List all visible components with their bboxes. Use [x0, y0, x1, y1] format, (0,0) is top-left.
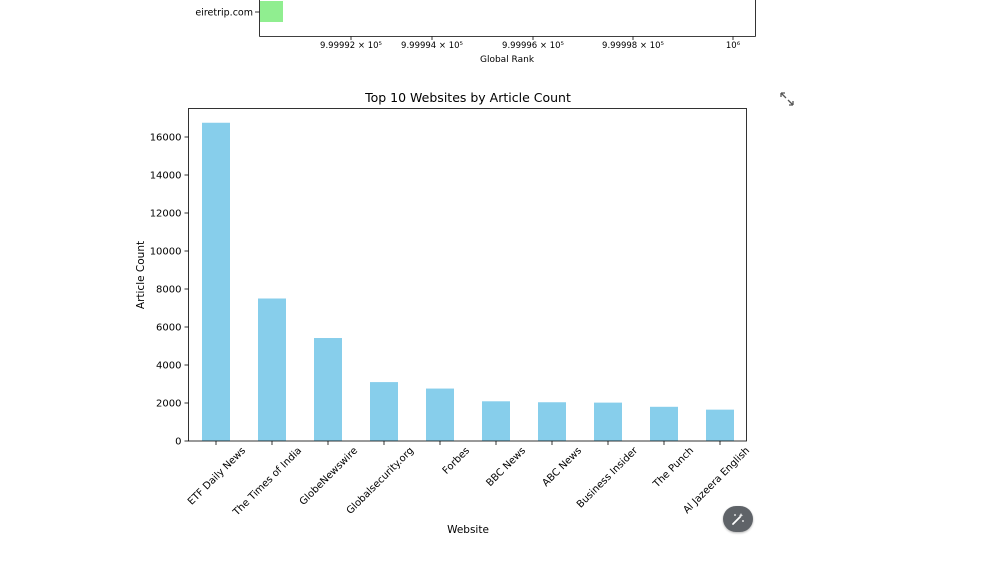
y-tick-label: 16000 [150, 133, 182, 144]
plot-frame [188, 108, 747, 442]
y-axis-label: Article Count [135, 241, 147, 309]
bar-globenewswire [314, 338, 342, 441]
top-chart-xtick-label: 9.99992 × 10⁵ [320, 41, 382, 51]
bar-the-punch [650, 406, 678, 441]
y-tick-label: 4000 [156, 361, 181, 372]
x-tick-label: BBC News [484, 445, 528, 489]
bar-globalsecurity-org [370, 382, 398, 441]
expand-arrows-icon[interactable] [778, 90, 796, 108]
y-tick-label: 10000 [150, 247, 182, 258]
top-chart-bar [260, 1, 283, 22]
magic-wand-button[interactable] [723, 506, 753, 532]
top-chart-xticks: 9.99992 × 10⁵ 9.99994 × 10⁵ 9.99996 × 10⁵ 9… [320, 36, 741, 51]
bar-etf-daily-news [202, 122, 230, 441]
y-tick-label: 14000 [150, 171, 182, 182]
bar-abc-news [538, 402, 566, 441]
bar-business-insider [594, 402, 622, 441]
top-chart-xtick-label: 9.99998 × 10⁵ [602, 41, 664, 51]
x-tick-label: Forbes [441, 445, 472, 476]
bar-forbes [426, 388, 454, 441]
article-count-chart: Top 10 Websites by Article Count 0 2000 40… [135, 90, 752, 536]
magic-wand-icon [732, 513, 744, 525]
x-tick-label: GlobeNewswire [298, 445, 360, 507]
bar-the-times-of-india [258, 298, 286, 441]
top-chart-xtick-label: 9.99996 × 10⁵ [502, 41, 564, 51]
top-chart-category-label: eiretrip.com [195, 8, 253, 19]
chart-title: Top 10 Websites by Article Count [364, 90, 571, 105]
x-tick-label: ABC News [540, 445, 584, 489]
y-tick-label: 8000 [156, 285, 181, 296]
bar-al-jazeera-english [706, 409, 734, 441]
bars [202, 122, 734, 441]
top-chart-xlabel: Global Rank [480, 55, 535, 65]
bar-bbc-news [482, 401, 510, 441]
top-chart: eiretrip.com 9.99992 × 10⁵ 9.99994 × 10⁵ 9… [195, 0, 756, 65]
x-tick-label: Business Insider [575, 445, 641, 511]
y-tick-label: 0 [175, 437, 181, 448]
x-axis-label: Website [447, 524, 489, 536]
y-tick-label: 2000 [156, 399, 181, 410]
y-tick-label: 6000 [156, 323, 181, 334]
top-chart-xtick-label: 10⁶ [726, 41, 741, 51]
y-axis: 0 2000 4000 6000 8000 10000 12000 14000 16000 [150, 133, 189, 448]
x-tick-label: The Punch [651, 445, 696, 490]
top-chart-xtick-label: 9.99994 × 10⁵ [401, 41, 463, 51]
x-tick-label: ETF Daily News [186, 445, 248, 507]
y-tick-label: 12000 [150, 209, 182, 220]
